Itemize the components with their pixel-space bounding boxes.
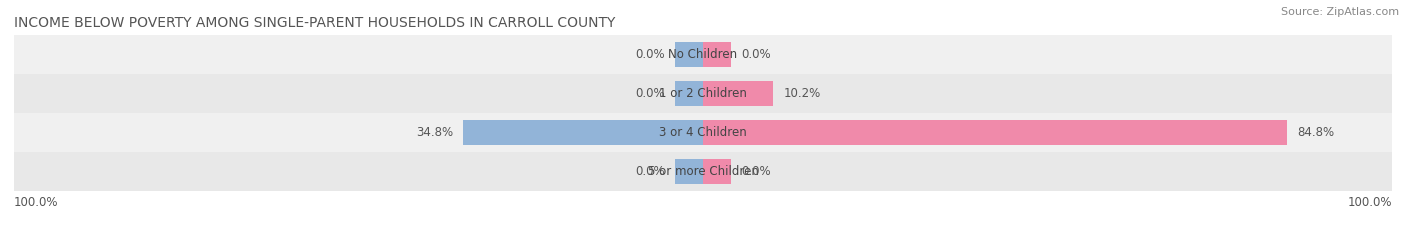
Bar: [463, 120, 703, 145]
Bar: [14, 35, 1392, 74]
Text: 1 or 2 Children: 1 or 2 Children: [659, 87, 747, 100]
Bar: [675, 42, 703, 67]
Text: 34.8%: 34.8%: [416, 126, 453, 139]
Text: 0.0%: 0.0%: [741, 48, 770, 61]
Text: Source: ZipAtlas.com: Source: ZipAtlas.com: [1281, 7, 1399, 17]
Text: 5 or more Children: 5 or more Children: [648, 165, 758, 178]
Text: 84.8%: 84.8%: [1298, 126, 1334, 139]
Bar: [14, 152, 1392, 191]
Bar: [675, 159, 703, 184]
Text: No Children: No Children: [668, 48, 738, 61]
Text: 10.2%: 10.2%: [783, 87, 821, 100]
Bar: [703, 159, 731, 184]
Text: 0.0%: 0.0%: [636, 165, 665, 178]
Bar: [675, 81, 703, 106]
Bar: [14, 74, 1392, 113]
Bar: [703, 81, 773, 106]
Text: 100.0%: 100.0%: [1347, 196, 1392, 209]
Text: 100.0%: 100.0%: [14, 196, 59, 209]
Text: 3 or 4 Children: 3 or 4 Children: [659, 126, 747, 139]
Text: INCOME BELOW POVERTY AMONG SINGLE-PARENT HOUSEHOLDS IN CARROLL COUNTY: INCOME BELOW POVERTY AMONG SINGLE-PARENT…: [14, 16, 616, 30]
Text: 0.0%: 0.0%: [741, 165, 770, 178]
Legend: Single Father, Single Mother: Single Father, Single Mother: [582, 232, 824, 233]
Bar: [703, 42, 731, 67]
Bar: [14, 113, 1392, 152]
Text: 0.0%: 0.0%: [636, 87, 665, 100]
Text: 0.0%: 0.0%: [636, 48, 665, 61]
Bar: [703, 120, 1288, 145]
